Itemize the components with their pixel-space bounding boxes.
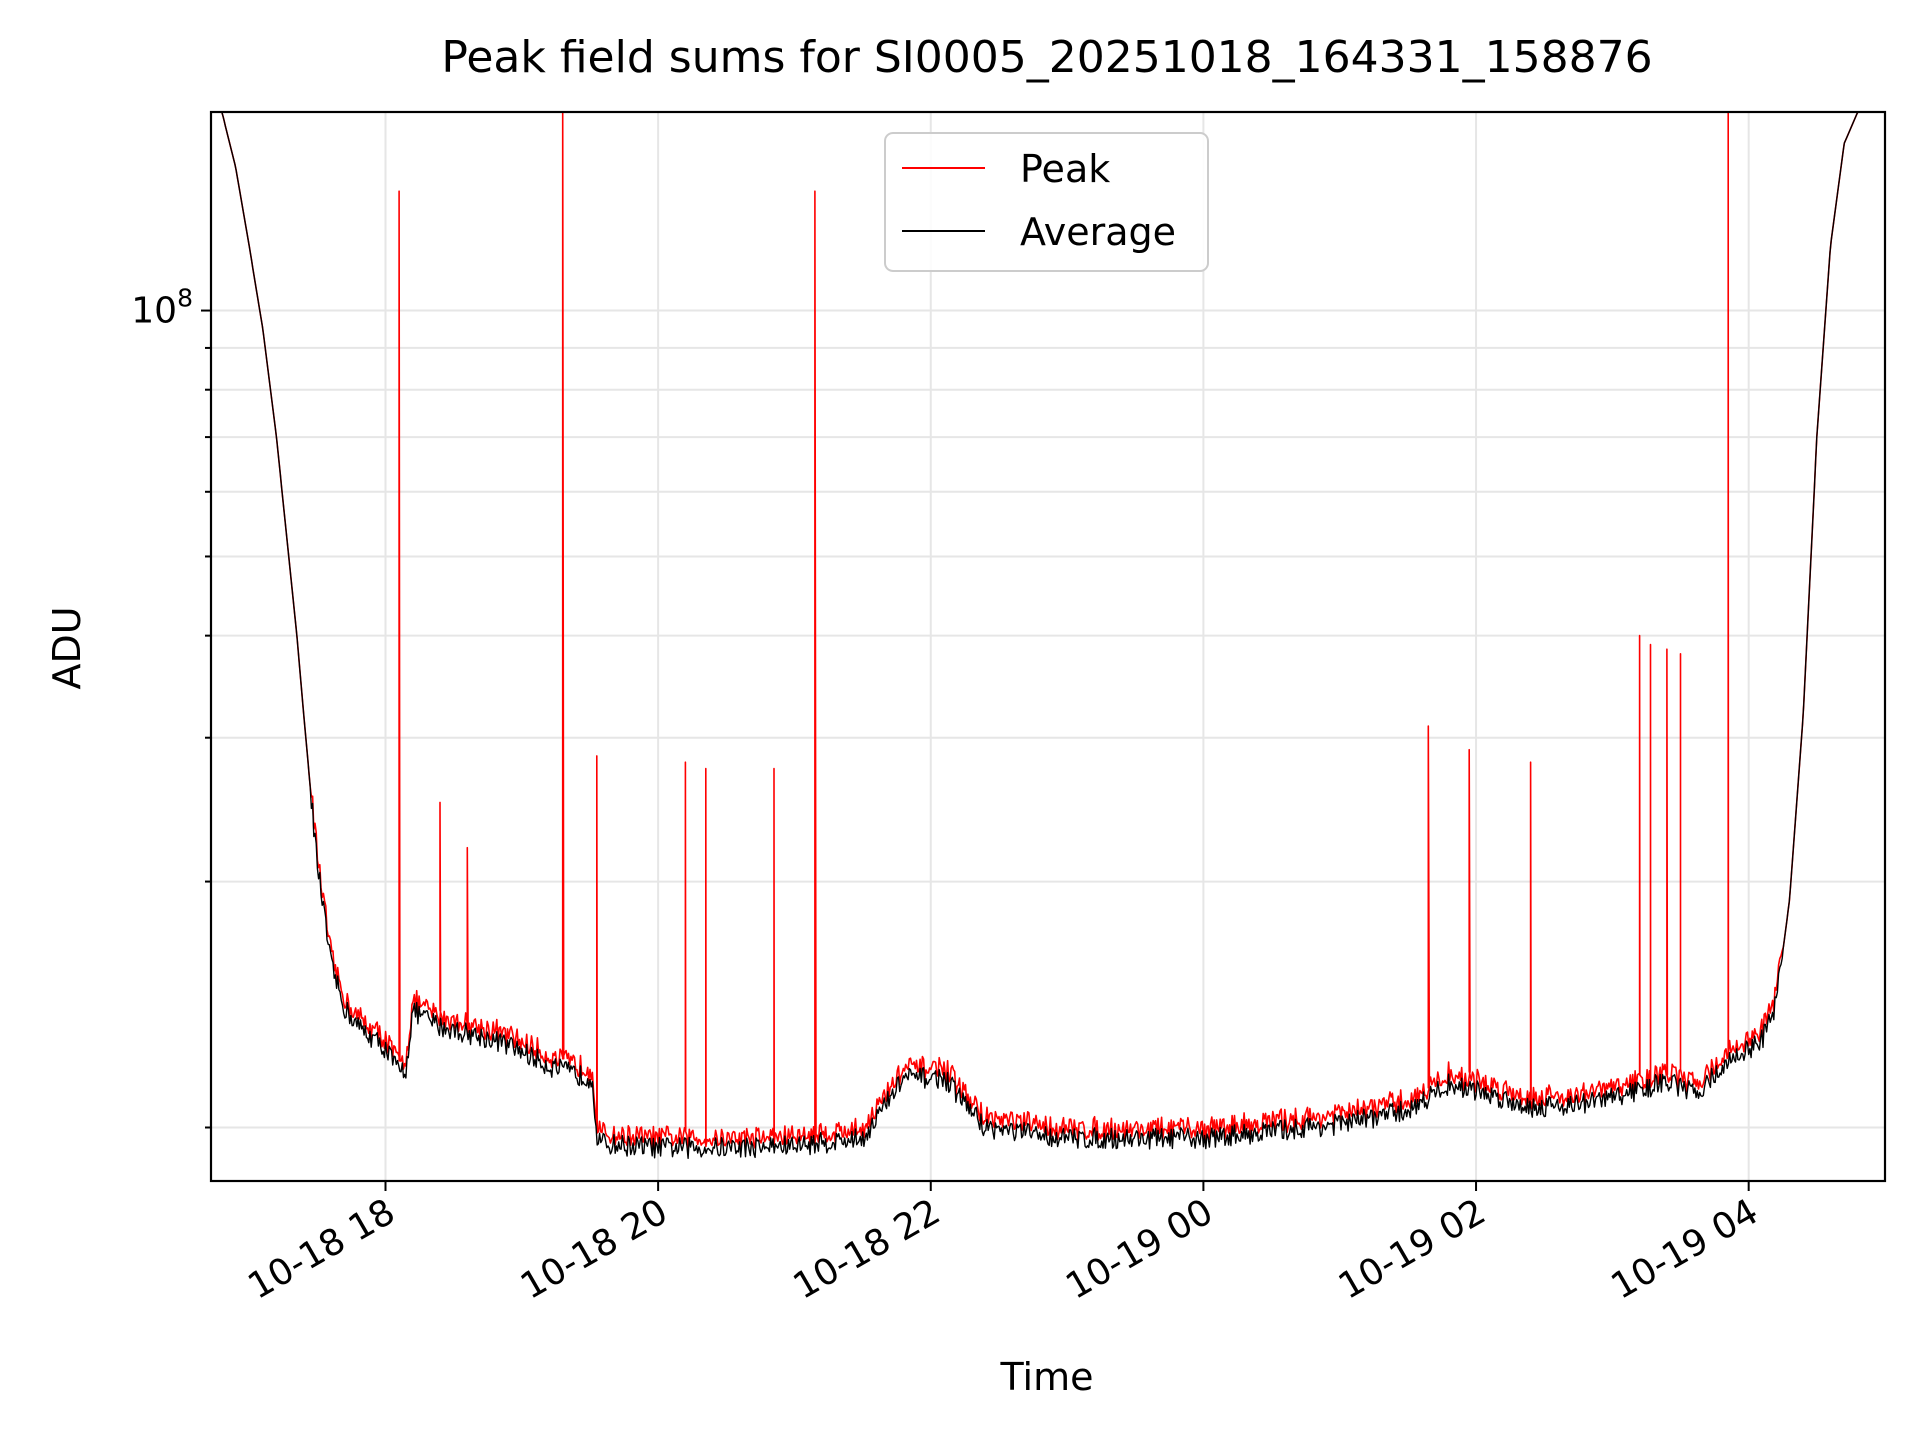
- legend-peak-label: Peak: [1020, 147, 1110, 191]
- plot-area: [211, 112, 1885, 1181]
- grid: [211, 112, 1885, 1181]
- series-layer: [211, 111, 1885, 1159]
- legend: Peak Average: [884, 132, 1209, 272]
- peak-series-line: [211, 111, 1885, 1150]
- y-axis-label: ADU: [45, 606, 89, 689]
- x-axis-label: Time: [1000, 1355, 1094, 1399]
- chart-title: Peak field sums for SI0005_20251018_1643…: [441, 32, 1652, 83]
- y-tick-label: 108: [131, 284, 193, 332]
- average-series-line: [211, 111, 1885, 1159]
- plot-frame: [209, 110, 1887, 1183]
- legend-average-label: Average: [1020, 210, 1176, 254]
